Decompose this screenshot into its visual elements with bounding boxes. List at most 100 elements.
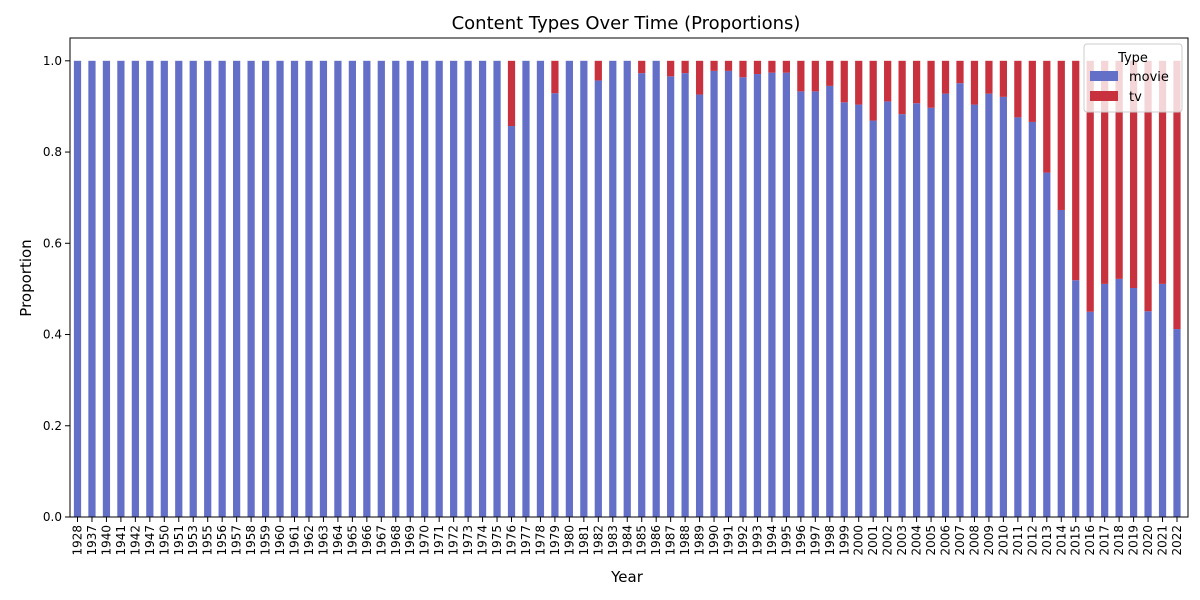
x-tick-label: 2009: [982, 525, 996, 556]
bar-movie-1951: [175, 60, 183, 518]
x-tick-label: 2006: [939, 525, 953, 556]
legend-title: Type: [1117, 51, 1148, 66]
bar-tv-2001: [869, 60, 877, 121]
x-tick-label: 1947: [143, 525, 157, 556]
bar-movie-2012: [1028, 121, 1036, 517]
bar-movie-2008: [970, 104, 979, 517]
bar-movie-1993: [753, 74, 762, 517]
bar-movie-1956: [218, 60, 226, 518]
x-tick-label: 1969: [403, 525, 417, 556]
bar-movie-1977: [522, 60, 530, 518]
bar-tv-1995: [782, 60, 790, 73]
x-tick-label: 2002: [881, 525, 895, 556]
bar-tv-1979: [551, 60, 559, 94]
x-tick-label: 1980: [562, 525, 576, 556]
bar-tv-1994: [768, 60, 776, 73]
x-tick-label: 2015: [1069, 525, 1083, 556]
x-tick-label: 1995: [779, 525, 793, 556]
bar-movie-1953: [189, 60, 197, 518]
bar-movie-2014: [1057, 209, 1065, 518]
x-tick-label: 2004: [910, 525, 924, 556]
x-tick-label: 1973: [461, 525, 475, 556]
bar-movie-1937: [88, 60, 96, 518]
bar-movie-1990: [710, 70, 718, 517]
bar-movie-1983: [609, 60, 617, 518]
x-tick-label: 1961: [288, 525, 302, 556]
x-tick-label: 2021: [1156, 525, 1170, 556]
x-tick-label: 2016: [1083, 525, 1097, 556]
bar-movie-1986: [652, 60, 660, 518]
bar-movie-2003: [898, 114, 906, 518]
x-tick-label: 1962: [302, 525, 316, 556]
bar-tv-1989: [695, 60, 704, 95]
legend-label-tv: tv: [1129, 90, 1142, 105]
bar-tv-2016: [1086, 60, 1094, 312]
bar-movie-1980: [565, 60, 573, 518]
bar-movie-2005: [927, 107, 935, 518]
bar-movie-1967: [377, 60, 385, 518]
x-tick-label: 2000: [852, 525, 866, 556]
bar-movie-2021: [1158, 283, 1167, 517]
x-tick-label: 1959: [259, 525, 273, 556]
bar-movie-1985: [638, 73, 646, 517]
bar-movie-1987: [667, 76, 675, 517]
bar-tv-2004: [912, 60, 921, 104]
bar-movie-1968: [392, 60, 400, 518]
x-tick-label: 1993: [750, 525, 764, 556]
y-tick-label: 0.8: [43, 145, 62, 159]
x-tick-label: 2019: [1127, 525, 1141, 556]
bar-movie-2002: [884, 101, 892, 517]
bar-movie-2010: [999, 96, 1008, 517]
x-axis-title: Year: [610, 568, 644, 586]
bar-movie-1989: [695, 94, 704, 517]
bar-tv-2017: [1101, 60, 1109, 284]
x-tick-label: 1955: [201, 525, 215, 556]
bar-movie-1960: [276, 60, 284, 518]
bar-movie-1970: [421, 60, 429, 518]
x-tick-label: 1956: [215, 525, 229, 556]
x-tick-label: 1958: [244, 525, 258, 556]
x-tick-label: 2012: [1025, 525, 1039, 556]
x-tick-label: 1979: [548, 525, 562, 556]
x-tick-label: 2020: [1141, 525, 1155, 556]
bar-tv-1985: [638, 60, 646, 74]
plot-frame: [69, 37, 1189, 518]
bar-tv-2005: [927, 60, 935, 108]
x-axis: 1928 1937 1940 1941 1942 1947 1950 1951 1953 1955…: [71, 517, 1184, 556]
bar-movie-1962: [305, 60, 313, 518]
bar-movie-2009: [985, 93, 993, 517]
x-tick-label: 1989: [693, 525, 707, 556]
bar-movie-1955: [204, 60, 212, 518]
bars-group: [73, 60, 1181, 518]
x-tick-label: 1977: [519, 525, 533, 556]
bar-tv-2008: [970, 60, 979, 105]
bar-movie-1959: [261, 60, 270, 518]
x-tick-label: 1978: [533, 525, 547, 556]
bar-tv-2007: [956, 60, 964, 84]
bar-movie-1979: [551, 93, 559, 517]
bar-movie-2007: [956, 83, 964, 517]
bar-tv-2006: [941, 60, 950, 94]
x-tick-label: 1971: [432, 525, 446, 556]
x-tick-label: 2014: [1054, 525, 1068, 556]
bar-movie-2019: [1129, 287, 1138, 517]
bar-movie-1961: [290, 60, 299, 518]
x-tick-label: 1968: [389, 525, 403, 556]
x-tick-label: 1999: [837, 525, 851, 556]
bar-movie-1958: [247, 60, 255, 518]
x-tick-label: 1981: [577, 525, 591, 556]
chart-title: Content Types Over Time (Proportions): [452, 13, 801, 34]
bar-movie-1942: [131, 60, 139, 518]
x-tick-label: 2022: [1170, 525, 1184, 556]
bar-movie-1994: [768, 72, 776, 518]
bar-tv-1976: [507, 60, 516, 127]
bar-movie-2018: [1115, 278, 1123, 517]
x-tick-label: 1937: [85, 525, 99, 556]
x-tick-label: 1984: [620, 525, 634, 556]
bar-tv-1988: [681, 60, 689, 74]
x-tick-label: 1957: [230, 525, 244, 556]
bar-movie-2017: [1101, 283, 1109, 517]
bar-tv-1998: [826, 60, 834, 86]
bar-movie-1941: [117, 60, 125, 518]
x-tick-label: 1967: [374, 525, 388, 556]
